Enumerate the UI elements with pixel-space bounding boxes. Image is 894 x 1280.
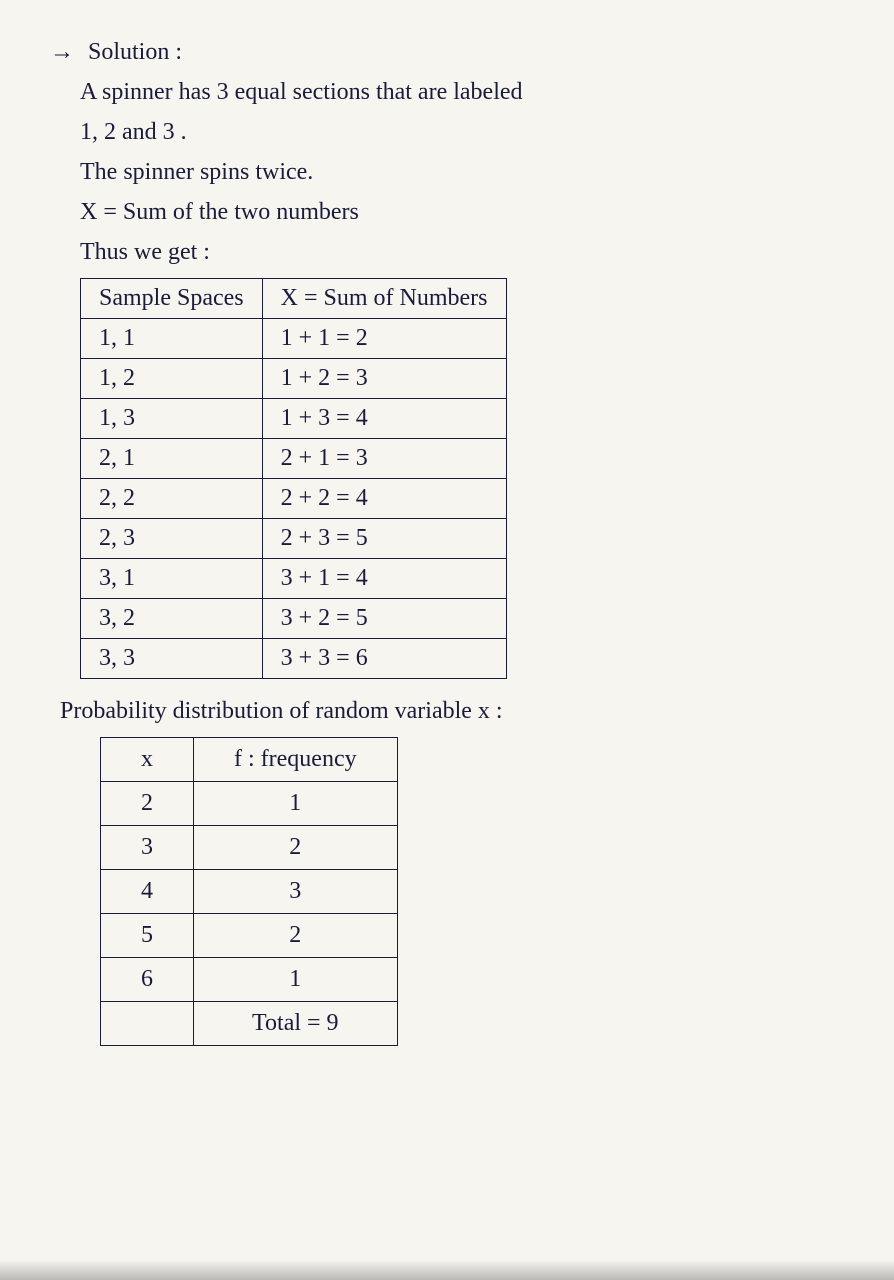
freq-header-row: x f : frequency xyxy=(101,738,398,782)
x-cell: 6 xyxy=(101,958,194,1002)
total-right: Total = 9 xyxy=(194,1002,398,1046)
thus-line: Thus we get : xyxy=(50,234,854,270)
intro-line-1: A spinner has 3 equal sections that are … xyxy=(50,74,854,110)
spin-line: The spinner spins twice. xyxy=(50,154,854,190)
table-row: 1, 11 + 1 = 2 xyxy=(81,319,507,359)
x-cell: 3 xyxy=(101,826,194,870)
page: → Solution : A spinner has 3 equal secti… xyxy=(0,0,894,1280)
sample-space-cell: 1, 2 xyxy=(81,359,263,399)
table-row: 43 xyxy=(101,870,398,914)
sum-cell: 2 + 2 = 4 xyxy=(262,479,506,519)
sample-space-cell: 3, 2 xyxy=(81,599,263,639)
table-row: 2, 22 + 2 = 4 xyxy=(81,479,507,519)
table-row: 3, 33 + 3 = 6 xyxy=(81,639,507,679)
header-sum: X = Sum of Numbers xyxy=(262,279,506,319)
table-row: 61 xyxy=(101,958,398,1002)
sample-space-cell: 2, 3 xyxy=(81,519,263,559)
table-row: 3, 13 + 1 = 4 xyxy=(81,559,507,599)
sample-space-cell: 2, 1 xyxy=(81,439,263,479)
heading-text: Solution : xyxy=(88,39,182,65)
sample-space-cell: 2, 2 xyxy=(81,479,263,519)
x-cell: 5 xyxy=(101,914,194,958)
sum-cell: 1 + 3 = 4 xyxy=(262,399,506,439)
intro-line-2: 1, 2 and 3 . xyxy=(50,114,854,150)
sum-cell: 1 + 1 = 2 xyxy=(262,319,506,359)
heading-line: → Solution : xyxy=(50,34,854,70)
table-row: 1, 31 + 3 = 4 xyxy=(81,399,507,439)
sample-space-cell: 3, 3 xyxy=(81,639,263,679)
sum-cell: 3 + 1 = 4 xyxy=(262,559,506,599)
x-def-line: X = Sum of the two numbers xyxy=(50,194,854,230)
freq-cell: 2 xyxy=(194,826,398,870)
freq-cell: 2 xyxy=(194,914,398,958)
sum-cell: 3 + 3 = 6 xyxy=(262,639,506,679)
table-row: 3, 23 + 2 = 5 xyxy=(81,599,507,639)
freq-cell: 3 xyxy=(194,870,398,914)
prob-dist-line: Probability distribution of random varia… xyxy=(50,693,854,729)
sample-space-cell: 1, 3 xyxy=(81,399,263,439)
sum-cell: 2 + 3 = 5 xyxy=(262,519,506,559)
table-row: 32 xyxy=(101,826,398,870)
table-row: 2, 12 + 1 = 3 xyxy=(81,439,507,479)
header-sample-spaces: Sample Spaces xyxy=(81,279,263,319)
table-row: 21 xyxy=(101,782,398,826)
table-row: 52 xyxy=(101,914,398,958)
sample-space-table: Sample Spaces X = Sum of Numbers 1, 11 +… xyxy=(80,278,507,679)
freq-cell: 1 xyxy=(194,958,398,1002)
x-cell: 4 xyxy=(101,870,194,914)
table-row: 1, 21 + 2 = 3 xyxy=(81,359,507,399)
total-left xyxy=(101,1002,194,1046)
x-cell: 2 xyxy=(101,782,194,826)
header-frequency: f : frequency xyxy=(194,738,398,782)
total-row: Total = 9 xyxy=(101,1002,398,1046)
frequency-table: x f : frequency 2132435261 Total = 9 xyxy=(100,737,398,1046)
sum-cell: 3 + 2 = 5 xyxy=(262,599,506,639)
freq-cell: 1 xyxy=(194,782,398,826)
table-row: 2, 32 + 3 = 5 xyxy=(81,519,507,559)
arrow-icon: → xyxy=(50,34,74,70)
table-header-row: Sample Spaces X = Sum of Numbers xyxy=(81,279,507,319)
header-x: x xyxy=(101,738,194,782)
sum-cell: 2 + 1 = 3 xyxy=(262,439,506,479)
sample-space-cell: 1, 1 xyxy=(81,319,263,359)
sum-cell: 1 + 2 = 3 xyxy=(262,359,506,399)
sample-space-cell: 3, 1 xyxy=(81,559,263,599)
